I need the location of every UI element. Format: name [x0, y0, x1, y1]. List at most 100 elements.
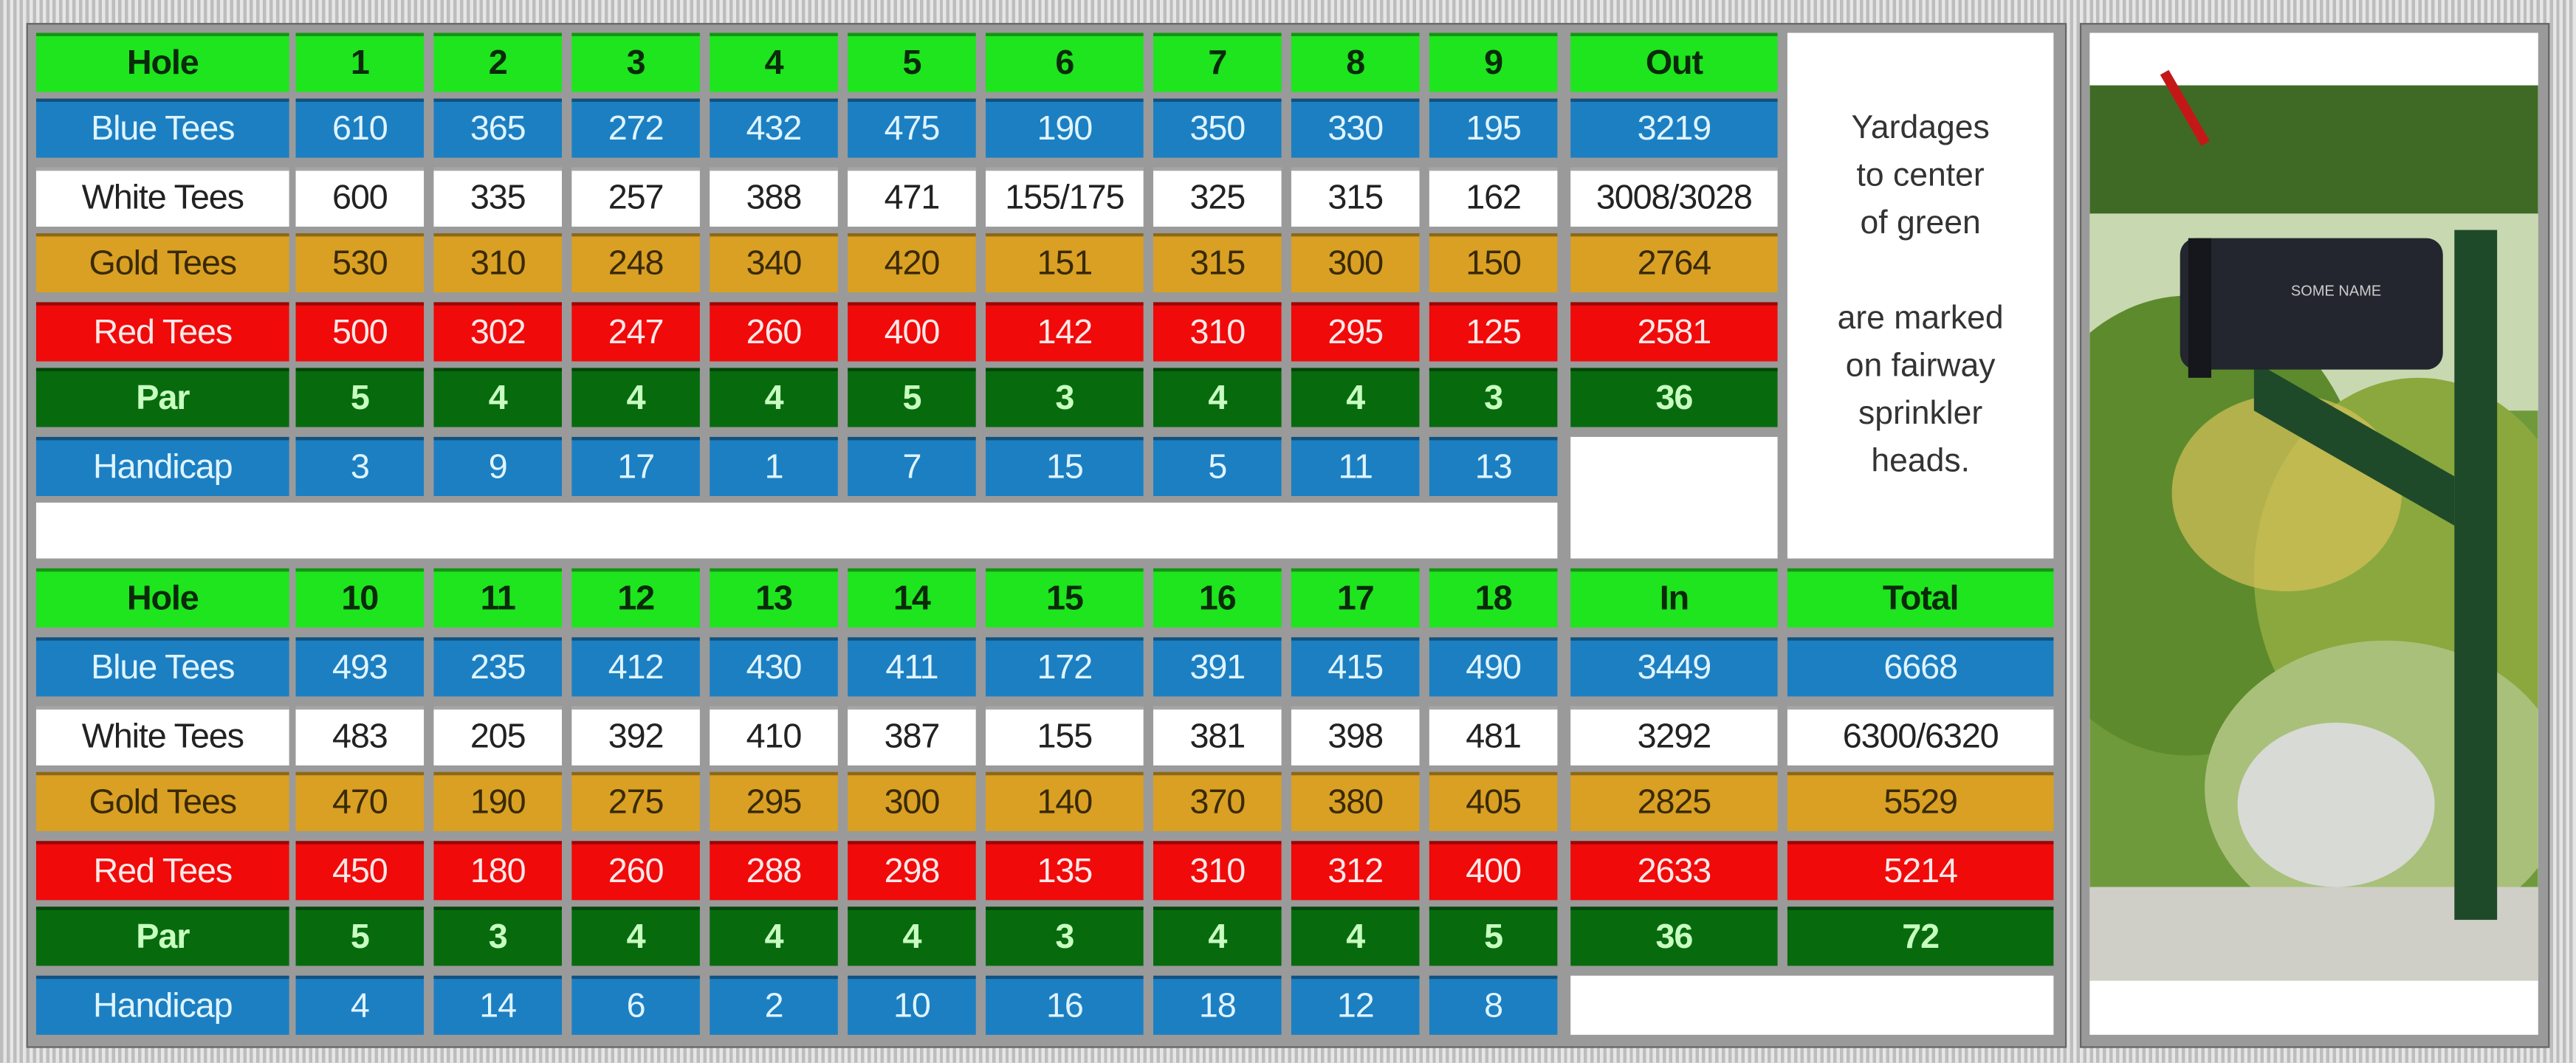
- white-tees-value: 335: [433, 167, 562, 227]
- red-tees-value: 310: [1153, 302, 1282, 362]
- handicap-value: 7: [848, 436, 976, 496]
- white-tees-value: 162: [1429, 167, 1558, 227]
- handicap-value: 14: [433, 975, 562, 1035]
- mailbox-photo: SOME NAME: [2089, 32, 2538, 1035]
- red-tees-value: 310: [1153, 841, 1282, 901]
- par-value: 4: [710, 368, 838, 427]
- handicap-label: Handicap: [35, 975, 289, 1035]
- handicap-value: 9: [433, 436, 562, 496]
- gold-tees-value: 530: [295, 233, 425, 293]
- par-value: 4: [710, 907, 838, 966]
- white-tees-value: 155/175: [986, 167, 1144, 227]
- back-handicap-blank: [1570, 975, 2054, 1035]
- gold-tees-value: 2825: [1570, 771, 1778, 831]
- handicap-value: 16: [986, 975, 1144, 1035]
- par-value: 5: [295, 907, 425, 966]
- par-value: 3: [433, 907, 562, 966]
- red-tees-value: 295: [1291, 302, 1420, 362]
- blue-tees-value: 475: [848, 98, 976, 158]
- blue-tees-value: 172: [986, 637, 1144, 697]
- gold-tees-value: 2764: [1570, 233, 1778, 293]
- white-tees-value: 471: [848, 167, 976, 227]
- white-tees-label: White Tees: [35, 167, 289, 227]
- white-tees-value: 3292: [1570, 706, 1778, 766]
- blue-tees-value: 235: [433, 637, 562, 697]
- blue-tees-value: 430: [710, 637, 838, 697]
- gold-tees-value: 405: [1429, 771, 1558, 831]
- handicap-value: 18: [1153, 975, 1282, 1035]
- hole-number-header: 13: [710, 568, 838, 627]
- handicap-value: 8: [1429, 975, 1558, 1035]
- blue-tees-value: 391: [1153, 637, 1282, 697]
- red-tees-value: 142: [986, 302, 1144, 362]
- par-value: 3: [986, 368, 1144, 427]
- blue-tees-value: 493: [295, 637, 425, 697]
- gold-tees-value: 295: [710, 771, 838, 831]
- par-value: 4: [571, 907, 700, 966]
- hole-number-header: 15: [986, 568, 1144, 627]
- red-tees-label: Red Tees: [35, 302, 289, 362]
- hole-number-header: 12: [571, 568, 700, 627]
- hole-number-header: 5: [848, 32, 976, 92]
- white-tees-value: 6300/6320: [1787, 706, 2054, 766]
- hole-number-header: 3: [571, 32, 700, 92]
- hole-number-header: 10: [295, 568, 425, 627]
- blue-tees-value: 3449: [1570, 637, 1778, 697]
- par-value: 72: [1787, 907, 2054, 966]
- hole-number-header: In: [1570, 568, 1778, 627]
- red-tees-label: Red Tees: [35, 841, 289, 901]
- handicap-value: 1: [710, 436, 838, 496]
- gold-tees-value: 151: [986, 233, 1144, 293]
- red-tees-value: 2633: [1570, 841, 1778, 901]
- gold-tees-value: 310: [433, 233, 562, 293]
- gold-tees-value: 470: [295, 771, 425, 831]
- white-tees-value: 205: [433, 706, 562, 766]
- red-tees-value: 247: [571, 302, 700, 362]
- hole-number-header: Out: [1570, 32, 1778, 92]
- handicap-value: 5: [1153, 436, 1282, 496]
- red-tees-value: 180: [433, 841, 562, 901]
- gold-tees-value: 275: [571, 771, 700, 831]
- gold-tees-value: 315: [1153, 233, 1282, 293]
- blue-tees-label: Blue Tees: [35, 98, 289, 158]
- red-tees-value: 5214: [1787, 841, 2054, 901]
- red-tees-value: 312: [1291, 841, 1420, 901]
- par-value: 4: [1153, 907, 1282, 966]
- gold-tees-value: 5529: [1787, 771, 2054, 831]
- note-line: heads.: [1871, 443, 1970, 480]
- gold-tees-label: Gold Tees: [35, 771, 289, 831]
- par-label: Par: [35, 907, 289, 966]
- red-tees-value: 450: [295, 841, 425, 901]
- hole-number-header: 7: [1153, 32, 1282, 92]
- hole-number-header: 2: [433, 32, 562, 92]
- white-tees-value: 388: [710, 167, 838, 227]
- gold-tees-value: 370: [1153, 771, 1282, 831]
- hole-number-header: 1: [295, 32, 425, 92]
- gold-tees-value: 140: [986, 771, 1144, 831]
- white-tees-value: 315: [1291, 167, 1420, 227]
- handicap-value: 10: [848, 975, 976, 1035]
- white-tees-value: 410: [710, 706, 838, 766]
- handicap-value: 13: [1429, 436, 1558, 496]
- gold-tees-value: 190: [433, 771, 562, 831]
- red-tees-value: 288: [710, 841, 838, 901]
- par-value: 4: [1291, 368, 1420, 427]
- white-tees-value: 257: [571, 167, 700, 227]
- handicap-value: 12: [1291, 975, 1420, 1035]
- red-tees-value: 400: [1429, 841, 1558, 901]
- gold-tees-value: 340: [710, 233, 838, 293]
- par-value: 4: [433, 368, 562, 427]
- note-line: to center: [1856, 157, 1985, 194]
- red-tees-value: 302: [433, 302, 562, 362]
- handicap-label: Handicap: [35, 436, 289, 496]
- blue-tees-value: 195: [1429, 98, 1558, 158]
- handicap-value: 17: [571, 436, 700, 496]
- handicap-value: 15: [986, 436, 1144, 496]
- hole-number-header: 4: [710, 32, 838, 92]
- gold-tees-label: Gold Tees: [35, 233, 289, 293]
- out-handicap-blank: [1570, 436, 1778, 559]
- gold-tees-value: 420: [848, 233, 976, 293]
- gold-tees-value: 300: [848, 771, 976, 831]
- handicap-value: 6: [571, 975, 700, 1035]
- white-tees-value: 398: [1291, 706, 1420, 766]
